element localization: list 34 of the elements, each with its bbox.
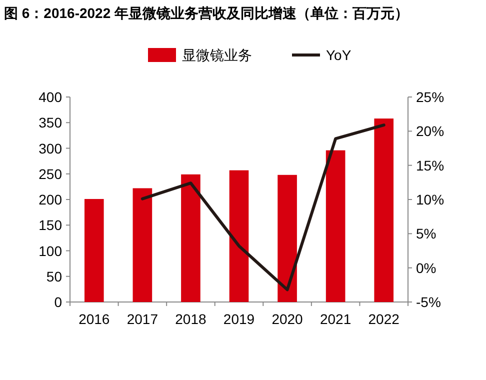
y-tick-label: 300 (38, 140, 62, 156)
bar (84, 198, 104, 302)
chart-title: 图 6：2016-2022 年显微镜业务营收及同比增速（单位：百万元） (4, 5, 409, 21)
bar (374, 118, 394, 302)
y-tick-label: 150 (38, 217, 62, 234)
y2-tick-label: 5% (416, 226, 436, 242)
y-tick-label: 200 (38, 192, 62, 208)
x-tick-label: 2018 (175, 311, 206, 327)
y-tick-label: 250 (38, 166, 62, 182)
line-series (140, 124, 386, 292)
bar (229, 170, 249, 302)
y2-tick-label: 10% (416, 192, 444, 208)
bar (181, 174, 200, 302)
x-tick-label: 2017 (126, 311, 158, 327)
y2-tick-label: 0% (416, 260, 436, 276)
y2-tick-label: -5% (416, 294, 441, 310)
x-tick-label: 2021 (320, 311, 352, 327)
x-tick-label: 2022 (368, 311, 400, 327)
y-tick-label: 0 (54, 294, 62, 310)
bar (132, 188, 152, 302)
y-tick-label: 50 (46, 268, 62, 284)
y2-tick-label: 25% (416, 89, 444, 105)
y2-tick-label: 15% (416, 157, 444, 174)
bar (326, 150, 346, 302)
legend-label: YoY (326, 47, 352, 63)
legend-label: 显微镜业务 (182, 47, 252, 63)
x-tick-label: 2020 (272, 311, 304, 327)
y2-tick-label: 20% (416, 123, 444, 140)
y-tick-label: 100 (38, 242, 62, 259)
y-tick-label: 400 (38, 89, 62, 105)
bar (278, 174, 297, 302)
y-tick-label: 350 (38, 114, 62, 131)
x-tick-label: 2019 (223, 311, 255, 327)
x-tick-label: 2016 (78, 311, 110, 327)
